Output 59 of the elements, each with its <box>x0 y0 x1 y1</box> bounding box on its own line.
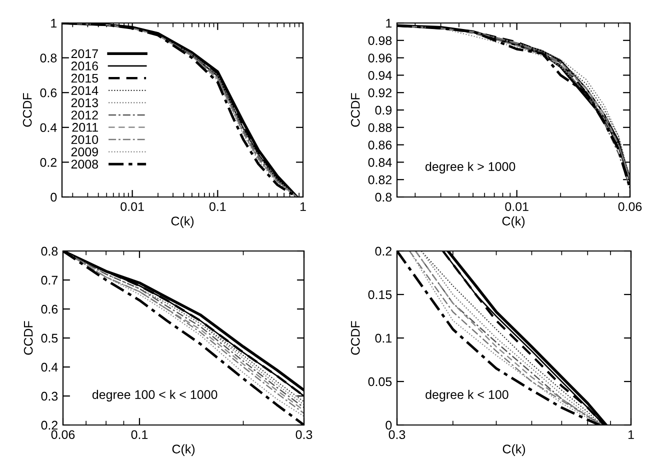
y-tick-label: 0.8 <box>41 246 58 256</box>
x-axis-title: C(k) <box>502 216 525 228</box>
legend-label: 2009 <box>71 147 98 156</box>
legend-label: 2016 <box>71 62 98 70</box>
legend-label: 2015 <box>71 74 98 83</box>
y-tick-label: 0.96 <box>368 54 392 62</box>
y-tick-label: 0.98 <box>368 36 392 46</box>
x-tick-label: 0.1 <box>131 430 148 440</box>
y-tick-label: 1 <box>51 18 57 28</box>
y-tick-label: 0.92 <box>368 88 392 98</box>
y-tick-label: 0.82 <box>368 175 392 184</box>
y-axis-title: CCDF <box>24 321 33 355</box>
legend-label: 2012 <box>71 110 98 120</box>
annotation: degree k > 1000 <box>425 162 516 174</box>
y-tick-label: 0.7 <box>41 276 58 285</box>
annotation: degree 100 < k < 1000 <box>92 390 218 402</box>
y-tick-label: 0.4 <box>40 123 57 132</box>
x-axis-title: C(k) <box>172 444 195 456</box>
y-tick-label: 0.4 <box>41 362 58 372</box>
x-tick-label: 0.3 <box>296 430 312 440</box>
y-tick-label: 0.2 <box>40 158 57 167</box>
y-tick-label: 0.5 <box>41 334 58 343</box>
x-tick-label: 1 <box>300 202 306 211</box>
y-axis-title: CCDF <box>350 93 360 127</box>
y-tick-label: 0.3 <box>41 392 58 401</box>
y-tick-label: 0.8 <box>40 54 57 62</box>
x-tick-label: 0.06 <box>51 430 75 440</box>
legend-label: 2010 <box>71 135 98 144</box>
y-tick-label: 1 <box>386 18 392 28</box>
y-tick-label: 0.2 <box>41 420 58 430</box>
x-tick-label: 0.1 <box>209 202 226 212</box>
y-axis-title: CCDF <box>350 321 360 355</box>
x-tick-label: 0.01 <box>120 202 144 212</box>
y-tick-label: 0 <box>386 420 392 430</box>
y-tick-label: 0.8 <box>375 192 392 202</box>
x-tick-label: 0.06 <box>618 202 642 212</box>
legend-label: 2014 <box>71 86 98 95</box>
legend-label: 2017 <box>71 49 98 58</box>
y-tick-label: 0.9 <box>375 106 392 115</box>
x-tick-label: 1 <box>628 430 634 439</box>
y-tick-label: 0 <box>50 192 57 202</box>
x-axis-title: C(k) <box>171 216 194 228</box>
annotation: degree k < 100 <box>426 390 508 402</box>
y-tick-label: 0.05 <box>368 377 392 386</box>
y-tick-label: 0.2 <box>375 246 392 256</box>
y-tick-label: 0.6 <box>41 304 58 314</box>
y-tick-label: 0.88 <box>368 123 392 132</box>
x-axis-title: C(k) <box>502 444 526 456</box>
y-tick-label: 0.94 <box>368 71 392 80</box>
y-tick-label: 0.86 <box>368 140 392 150</box>
y-tick-label: 0.6 <box>40 88 57 98</box>
y-tick-label: 0.1 <box>375 334 392 343</box>
legend-label: 2011 <box>72 122 98 132</box>
y-tick-label: 0.84 <box>368 158 392 167</box>
y-axis-title: CCDF <box>22 93 32 127</box>
x-tick-label: 0.01 <box>505 202 528 212</box>
legend-label: 2013 <box>71 98 98 108</box>
legend-label: 2008 <box>71 160 98 169</box>
y-tick-label: 0.15 <box>368 290 392 300</box>
